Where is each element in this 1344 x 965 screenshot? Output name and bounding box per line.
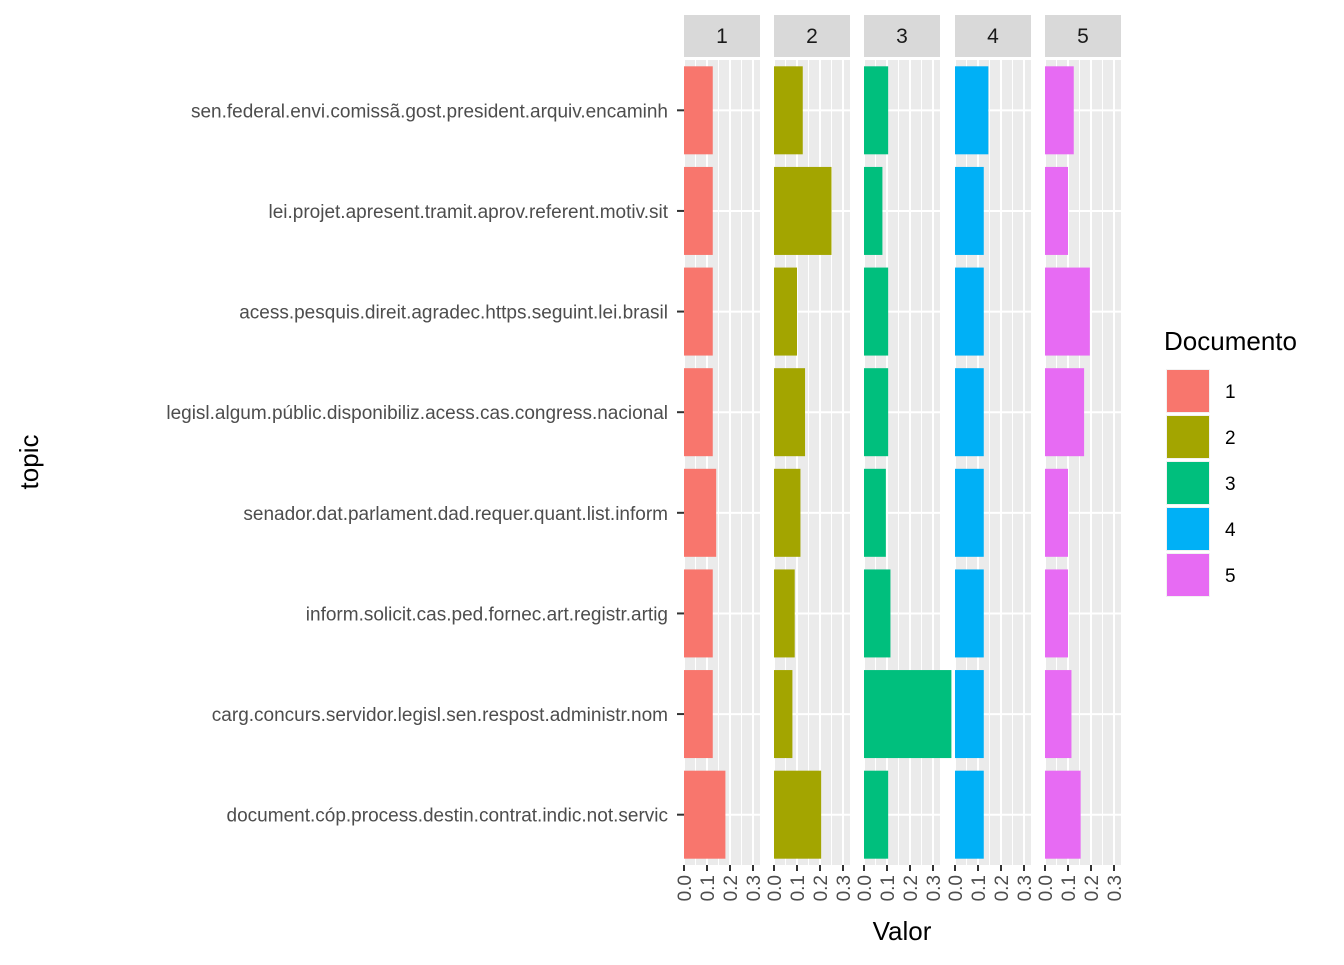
- bar-doc1-topic5: [684, 468, 717, 557]
- y-tick-label: document.cóp.process.destin.contrat.indi…: [227, 806, 668, 827]
- x-tick-label: 0.3: [1015, 875, 1036, 901]
- x-tick-label: 0.2: [1082, 875, 1103, 901]
- y-tick-label: legisl.algum.públic.disponibiliz.acess.c…: [166, 403, 668, 424]
- x-tick-label: 0.2: [992, 875, 1013, 901]
- bar-doc3-topic3: [864, 267, 889, 356]
- bar-doc5-topic1: [1045, 66, 1074, 155]
- legend-label-1: 1: [1225, 382, 1236, 403]
- bar-doc2-topic1: [774, 66, 803, 155]
- x-tick-label: 0.0: [855, 875, 876, 901]
- y-tick-label: sen.federal.envi.comissã.gost.president.…: [191, 101, 668, 122]
- bar-doc3-topic7: [864, 670, 952, 759]
- bar-doc4-topic6: [955, 569, 984, 658]
- bar-doc2-topic3: [774, 267, 797, 356]
- bar-doc4-topic1: [955, 66, 989, 155]
- bar-doc4-topic5: [955, 468, 984, 557]
- y-tick-label: inform.solicit.cas.ped.fornec.art.regist…: [306, 604, 668, 625]
- y-tick-label: senador.dat.parlament.dad.requer.quant.l…: [243, 504, 668, 525]
- x-tick-label: 0.1: [969, 875, 990, 901]
- bar-doc2-topic8: [774, 770, 822, 859]
- bar-doc3-topic1: [864, 66, 889, 155]
- bar-doc3-topic5: [864, 468, 886, 557]
- bar-doc4-topic2: [955, 166, 984, 255]
- legend-swatch-2: [1167, 416, 1209, 458]
- x-tick-label: 0.2: [901, 875, 922, 901]
- facet-strip-1: [684, 15, 760, 57]
- x-tick-label: 0.1: [1059, 875, 1080, 901]
- bar-doc1-topic7: [684, 670, 713, 759]
- x-tick-label: 0.2: [811, 875, 832, 901]
- y-tick-label: acess.pesquis.direit.agradec.https.segui…: [239, 303, 668, 324]
- legend-label-5: 5: [1225, 566, 1236, 587]
- legend-swatch-1: [1167, 370, 1209, 412]
- legend-swatch-5: [1167, 554, 1209, 596]
- legend-label-4: 4: [1225, 520, 1236, 541]
- bar-doc1-topic4: [684, 368, 713, 457]
- legend-swatch-4: [1167, 508, 1209, 550]
- bar-doc5-topic3: [1045, 267, 1090, 356]
- x-tick-label: 0.3: [744, 875, 765, 901]
- bar-doc1-topic3: [684, 267, 713, 356]
- x-tick-label: 0.3: [1105, 875, 1126, 901]
- bar-doc3-topic4: [864, 368, 889, 457]
- facet-strip-3: [864, 15, 940, 57]
- y-tick-label: lei.projet.apresent.tramit.aprov.referen…: [268, 202, 668, 223]
- facet-strip-2: [774, 15, 850, 57]
- bar-doc5-topic4: [1045, 368, 1085, 457]
- legend-label-2: 2: [1225, 428, 1236, 449]
- bar-doc5-topic6: [1045, 569, 1068, 658]
- facet-strip-5: [1045, 15, 1121, 57]
- bar-doc4-topic7: [955, 670, 984, 759]
- facet-strip-label-5: 5: [1077, 25, 1089, 48]
- bar-doc1-topic1: [684, 66, 713, 155]
- bar-doc1-topic8: [684, 770, 726, 859]
- x-tick-label: 0.3: [924, 875, 945, 901]
- x-tick-label: 0.0: [765, 875, 786, 901]
- facet-strip-label-3: 3: [896, 25, 908, 48]
- y-tick-label: carg.concurs.servidor.legisl.sen.respost…: [212, 705, 668, 726]
- bar-doc4-topic4: [955, 368, 984, 457]
- facet-strip-label-1: 1: [716, 25, 728, 48]
- bar-doc2-topic4: [774, 368, 806, 457]
- bar-doc5-topic7: [1045, 670, 1072, 759]
- x-tick-label: 0.0: [1036, 875, 1057, 901]
- legend-title: Documento: [1164, 326, 1297, 356]
- x-tick-label: 0.1: [698, 875, 719, 901]
- x-tick-label: 0.0: [675, 875, 696, 901]
- facet-strip-label-4: 4: [987, 25, 999, 48]
- legend-swatch-3: [1167, 462, 1209, 504]
- facet-strip-label-2: 2: [806, 25, 818, 48]
- bar-doc3-topic6: [864, 569, 891, 658]
- bar-doc3-topic2: [864, 166, 883, 255]
- x-tick-label: 0.1: [788, 875, 809, 901]
- x-tick-label: 0.0: [946, 875, 967, 901]
- bar-doc1-topic2: [684, 166, 713, 255]
- bar-doc4-topic8: [955, 770, 984, 859]
- x-tick-label: 0.2: [721, 875, 742, 901]
- bar-doc5-topic8: [1045, 770, 1081, 859]
- legend-label-3: 3: [1225, 474, 1236, 495]
- x-tick-label: 0.1: [878, 875, 899, 901]
- bar-doc2-topic2: [774, 166, 832, 255]
- bar-doc5-topic2: [1045, 166, 1068, 255]
- bar-doc2-topic7: [774, 670, 793, 759]
- bar-doc3-topic8: [864, 770, 889, 859]
- bar-doc2-topic6: [774, 569, 795, 658]
- bar-doc1-topic6: [684, 569, 713, 658]
- bar-doc5-topic5: [1045, 468, 1068, 557]
- x-tick-label: 0.3: [834, 875, 855, 901]
- bar-doc2-topic5: [774, 468, 801, 557]
- y-axis-title: topic: [14, 435, 44, 490]
- bar-doc4-topic3: [955, 267, 984, 356]
- facet-strip-4: [955, 15, 1031, 57]
- x-axis-title: Valor: [873, 916, 932, 946]
